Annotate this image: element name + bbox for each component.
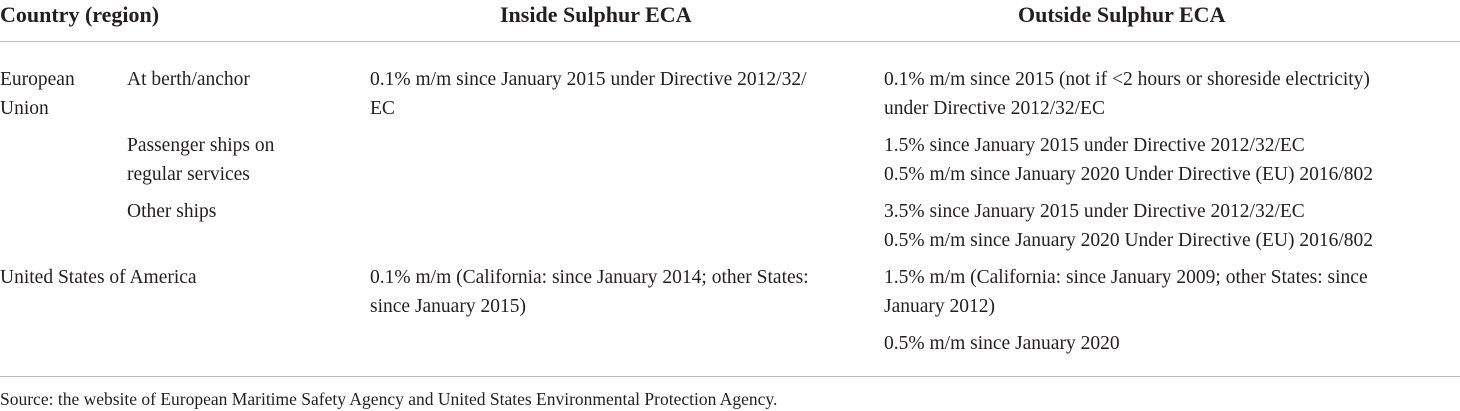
header-divider [0, 41, 1460, 42]
outside-usa-line3: 0.5% m/m since January 2020 [884, 333, 1120, 354]
outside-usa-line1: 1.5% m/m (California: since January 2009… [884, 267, 1368, 288]
outside-berth-line2: under Directive 2012/32/EC [884, 98, 1105, 119]
outside-berth-line1: 0.1% m/m since 2015 (not if <2 hours or … [884, 69, 1370, 90]
category-passenger-line2: regular services [127, 164, 250, 185]
header-outside-eca: Outside Sulphur ECA [1018, 2, 1226, 27]
category-other: Other ships [127, 201, 217, 222]
outside-passenger-line1: 1.5% since January 2015 under Directive … [884, 135, 1305, 156]
outside-other-line1: 3.5% since January 2015 under Directive … [884, 201, 1305, 222]
inside-usa-line2: since January 2015) [370, 296, 526, 317]
header-inside-eca: Inside Sulphur ECA [500, 2, 692, 27]
country-eu-line2: Union [0, 98, 49, 119]
outside-passenger-line2: 0.5% m/m since January 2020 Under Direct… [884, 164, 1374, 185]
category-berth: At berth/anchor [127, 69, 250, 90]
source-note: Source: the website of European Maritime… [0, 389, 778, 409]
header-country: Country (region) [0, 2, 160, 27]
country-eu-line1: European [0, 69, 75, 90]
outside-other-line2: 0.5% m/m since January 2020 Under Direct… [884, 230, 1374, 251]
inside-berth-line2: EC [370, 98, 395, 119]
inside-usa-line1: 0.1% m/m (California: since January 2014… [370, 267, 809, 288]
footer-divider [0, 376, 1460, 377]
inside-berth-line1: 0.1% m/m since January 2015 under Direct… [370, 69, 807, 90]
outside-usa-line2: January 2012) [884, 296, 996, 317]
category-passenger-line1: Passenger ships on [127, 135, 275, 156]
country-usa: United States of America [0, 267, 197, 288]
